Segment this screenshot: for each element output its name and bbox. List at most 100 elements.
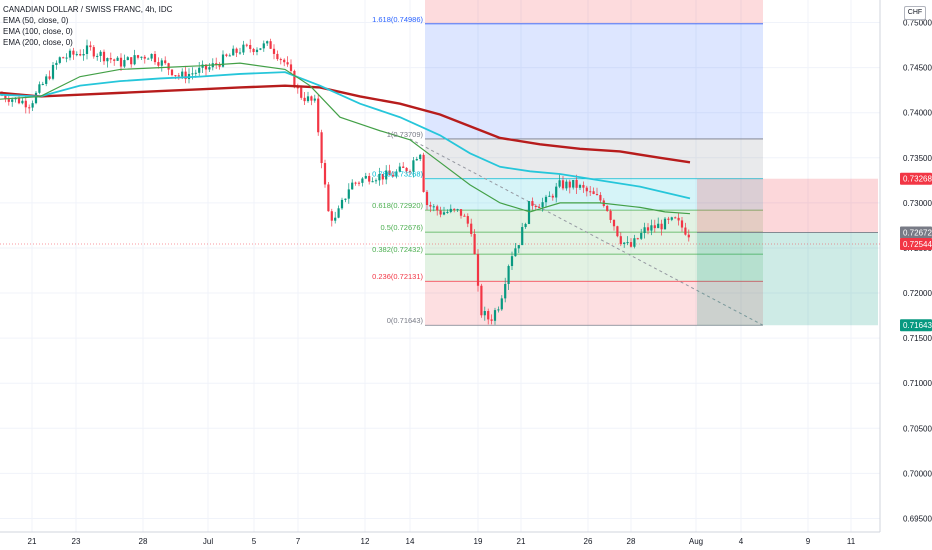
candle-body — [279, 59, 282, 61]
date-tick-label: 19 — [474, 537, 483, 546]
candle-body — [218, 64, 221, 67]
stop-zone — [697, 178, 878, 233]
candle-body — [283, 59, 286, 63]
candle-body — [337, 208, 340, 218]
candle-body — [38, 84, 41, 93]
grid — [0, 0, 881, 533]
candle-body — [589, 191, 592, 193]
candle-body — [150, 53, 153, 59]
candle-body — [381, 173, 384, 180]
candle-body — [184, 71, 187, 80]
date-tick-label: 28 — [139, 537, 148, 546]
candle-body — [361, 178, 364, 183]
candle-body — [293, 70, 296, 88]
fibonacci-zones — [0, 0, 880, 326]
candle-body — [208, 67, 211, 70]
legend-ema200[interactable]: EMA (200, close, 0) — [3, 38, 73, 47]
candle-body — [313, 98, 316, 101]
candle-body — [96, 55, 99, 57]
candle-body — [41, 83, 44, 85]
candle-body — [595, 194, 599, 196]
price-badge — [900, 172, 932, 185]
candle-body — [357, 182, 361, 184]
candle-body — [327, 184, 330, 212]
legend-ema100[interactable]: EMA (100, close, 0) — [3, 27, 73, 36]
candle-body — [582, 185, 585, 188]
candle-body — [344, 198, 347, 200]
candle-body — [228, 55, 231, 57]
candle-body — [466, 216, 469, 224]
currency-badge[interactable]: CHF — [904, 6, 926, 20]
fib-label: 0.236(0.72131) — [372, 272, 423, 281]
candle-body — [21, 100, 24, 104]
candle-body — [45, 76, 48, 84]
legend-title[interactable]: CANADIAN DOLLAR / SWISS FRANC, 4h, IDC — [3, 5, 173, 14]
candle-body — [102, 51, 106, 62]
candle-body — [385, 170, 388, 180]
candle-body — [235, 48, 238, 53]
candle-body — [51, 64, 55, 79]
candle-body — [245, 44, 248, 46]
candle-body — [667, 218, 670, 220]
price-tick-label: 0.70000 — [903, 469, 932, 478]
price-tick-label: 0.69500 — [903, 514, 932, 523]
candle-body — [476, 254, 480, 286]
candle-body — [391, 175, 395, 177]
candle-body — [402, 166, 405, 168]
price-badge-label: 0.72544 — [903, 240, 932, 249]
candle-body — [521, 227, 524, 246]
candle-body — [483, 311, 486, 316]
candle-body — [109, 58, 112, 60]
fib-label: 0.382(0.72432) — [372, 245, 423, 254]
legend-ema50[interactable]: EMA (50, close, 0) — [3, 16, 69, 25]
price-tick-label: 0.74500 — [903, 64, 932, 73]
date-tick-label: 11 — [847, 537, 856, 546]
price-axis[interactable]: 0.75000 0.74500 0.74000 0.73500 0.73000 0.725… — [903, 19, 932, 524]
candle-body — [456, 209, 459, 211]
candle-body — [446, 211, 449, 213]
candle-body — [612, 219, 616, 227]
price-tick-label: 0.71000 — [903, 379, 932, 388]
candle-body — [55, 62, 58, 65]
candle-body — [113, 59, 116, 61]
candle-body — [34, 92, 38, 104]
candle-body — [415, 158, 418, 161]
candle-body — [174, 75, 177, 77]
fib-label: 0.618(0.72920) — [372, 201, 423, 210]
price-badge — [900, 237, 932, 250]
candle-body — [310, 96, 313, 101]
candle-body — [585, 187, 588, 192]
candle-body — [378, 173, 381, 181]
price-tick-label: 0.73000 — [903, 199, 932, 208]
price-tick-label: 0.75000 — [903, 19, 932, 28]
candle-body — [330, 211, 333, 221]
candle-body — [31, 103, 34, 108]
candle-body — [493, 310, 497, 321]
candle-body — [157, 62, 160, 66]
price-tick-label: 0.74000 — [903, 109, 932, 118]
candle-body — [680, 220, 684, 228]
date-tick-label: 12 — [361, 537, 370, 546]
candle-body — [232, 48, 235, 56]
candle-body — [123, 60, 126, 67]
candle-body — [116, 57, 119, 61]
candle-body — [225, 54, 228, 56]
candle-body — [544, 196, 548, 203]
candle-body — [463, 215, 466, 217]
price-tick-label: 0.70500 — [903, 424, 932, 433]
candle-body — [436, 206, 439, 211]
candle-body — [130, 57, 133, 65]
candle-body — [24, 100, 27, 108]
candle-body — [616, 226, 619, 237]
candle-body — [48, 76, 51, 79]
fib-zone — [425, 23, 763, 139]
candle-body — [422, 154, 425, 192]
time-axis[interactable]: 21 23 28 Jul 5 7 12 14 19 21 26 28 Aug 4 9 11 — [28, 537, 856, 546]
fib-zone — [425, 138, 763, 179]
candle-body — [507, 266, 510, 284]
candle-body — [368, 175, 371, 182]
candle-body — [82, 54, 85, 56]
candle-body — [517, 245, 520, 249]
date-tick-label: 14 — [406, 537, 415, 546]
